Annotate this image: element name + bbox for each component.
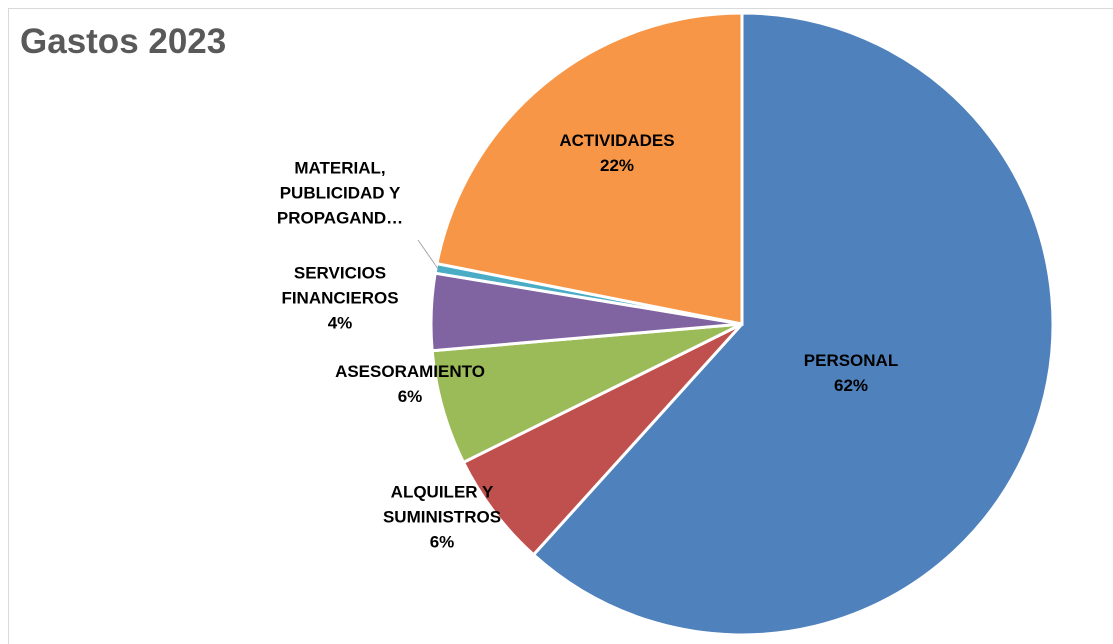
pie-slice <box>435 11 744 326</box>
data-label: ACTIVIDADES 22% <box>517 128 717 178</box>
chart-title: Gastos 2023 <box>20 22 227 61</box>
value-label: 4% <box>327 313 353 333</box>
category-label: PERSONAL <box>803 351 899 370</box>
pie-slice <box>531 11 1055 637</box>
data-label: ASESORAMIENTO 6% <box>310 359 510 409</box>
category-label: SERVICIOS FINANCIEROS <box>281 263 399 308</box>
category-label: ASESORAMIENTO <box>335 362 485 381</box>
value-label: 62% <box>833 376 869 395</box>
value-label: 22% <box>599 156 635 175</box>
data-label: ALQUILER Y SUMINISTROS 6% <box>367 480 517 555</box>
category-label: MATERIAL, PUBLICIDAD Y PROPAGAND… <box>276 158 404 228</box>
data-label: PERSONAL 62% <box>751 348 951 398</box>
value-label: 6% <box>397 387 423 406</box>
data-label: SERVICIOS FINANCIEROS 4% <box>265 261 415 336</box>
category-label: ACTIVIDADES <box>559 131 675 150</box>
leader-line <box>417 239 439 270</box>
category-label: ALQUILER Y SUMINISTROS <box>382 482 502 527</box>
chart-frame <box>8 8 1113 644</box>
value-label: 6% <box>429 532 455 552</box>
data-label: MATERIAL, PUBLICIDAD Y PROPAGAND… <box>258 156 423 231</box>
